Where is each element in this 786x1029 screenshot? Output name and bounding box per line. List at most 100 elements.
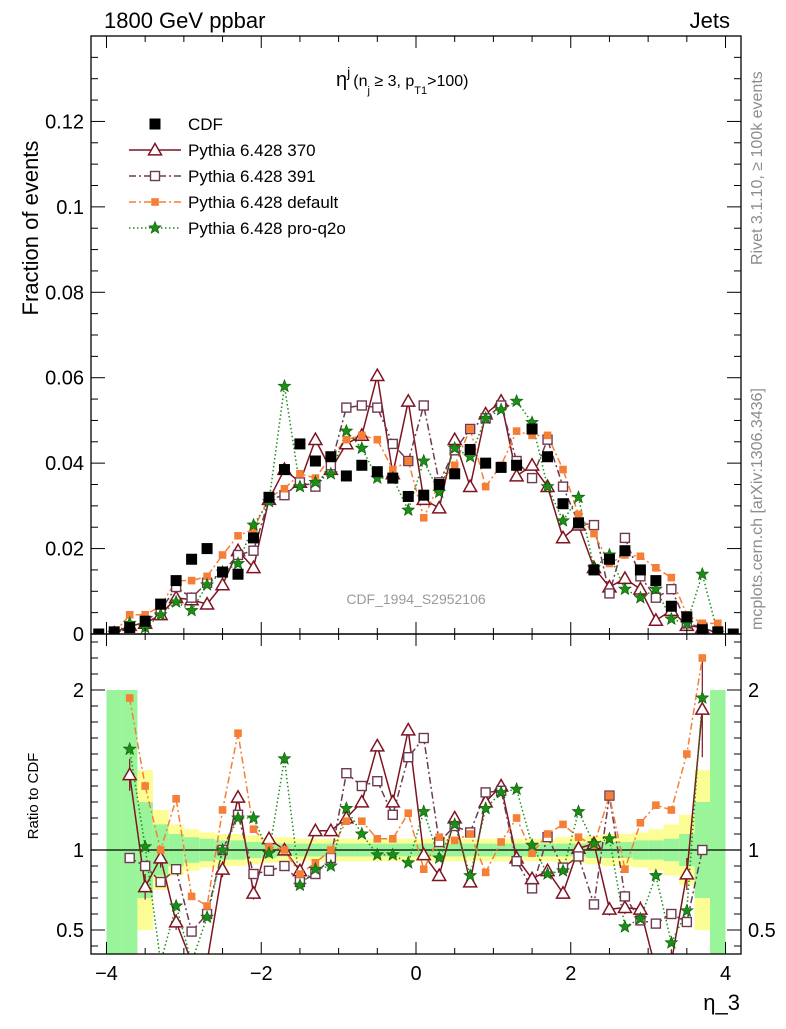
plot-title-base: η bbox=[336, 69, 347, 91]
series-point-3 bbox=[450, 461, 459, 470]
data-point bbox=[232, 568, 244, 580]
ratio-point-3 bbox=[327, 846, 335, 854]
ratio-point-4 bbox=[262, 845, 276, 860]
ratio-point-1 bbox=[307, 822, 324, 837]
series-point-1 bbox=[508, 467, 525, 482]
series-point-1 bbox=[431, 499, 448, 514]
ratio-point-1 bbox=[207, 953, 208, 954]
ratio-point-4 bbox=[215, 842, 230, 856]
ratio-point-2 bbox=[511, 856, 522, 867]
series-point-3 bbox=[218, 551, 227, 559]
ratio-line-1 bbox=[128, 709, 704, 954]
ratio-point-2 bbox=[697, 844, 708, 856]
series-point-3 bbox=[141, 610, 149, 619]
ratio-point-2 bbox=[650, 918, 662, 929]
series-point-2 bbox=[650, 592, 662, 603]
ratio-point-3 bbox=[296, 870, 304, 878]
ratio-point-2 bbox=[619, 891, 631, 902]
series-point-4 bbox=[292, 479, 307, 493]
ratio-point-4 bbox=[323, 858, 338, 872]
series-point-3 bbox=[249, 525, 258, 534]
series-point-3 bbox=[543, 431, 552, 440]
ratio-point-2 bbox=[573, 851, 584, 862]
ratio-point-3 bbox=[652, 801, 660, 809]
ratio-point-2 bbox=[666, 908, 677, 920]
series-point-3 bbox=[574, 510, 583, 519]
series-point-2 bbox=[387, 438, 398, 450]
series-point-3 bbox=[652, 563, 660, 572]
legend-label: Pythia 6.428 391 bbox=[188, 167, 316, 186]
ratio-point-2 bbox=[681, 916, 693, 928]
ratio-y-tick-label: 1 bbox=[73, 840, 84, 862]
series-point-3 bbox=[636, 552, 645, 561]
ratio-line-2 bbox=[129, 736, 704, 934]
series-point-4 bbox=[540, 479, 555, 493]
plot-title-cond-a: (n bbox=[353, 73, 367, 90]
ratio-point-3 bbox=[481, 868, 490, 877]
ratio-point-2 bbox=[418, 732, 429, 744]
ratio-point-4 bbox=[602, 831, 617, 845]
ratio-point-4 bbox=[664, 935, 679, 949]
series-point-4 bbox=[231, 556, 245, 570]
ratio-point-3 bbox=[187, 892, 196, 901]
data-point bbox=[263, 491, 275, 503]
data-point bbox=[387, 472, 399, 484]
series-point-1 bbox=[462, 478, 478, 493]
data-point bbox=[681, 611, 693, 623]
ratio-point-2 bbox=[139, 860, 151, 872]
series-point-1 bbox=[369, 367, 386, 382]
data-point bbox=[480, 457, 492, 469]
data-point bbox=[278, 464, 290, 476]
ratio-point-4 bbox=[617, 919, 632, 933]
series-point-4 bbox=[648, 581, 663, 596]
legend-marker bbox=[149, 118, 161, 130]
data-point bbox=[433, 479, 445, 490]
ratio-point-4 bbox=[154, 956, 166, 968]
ratio-point-2 bbox=[124, 852, 135, 864]
y-tick-label: 0.1 bbox=[56, 197, 84, 219]
y-tick-label: 0.02 bbox=[45, 539, 84, 561]
ratio-point-1 bbox=[649, 964, 662, 975]
ratio-line-3 bbox=[128, 657, 704, 908]
y-tick-label: 0 bbox=[73, 624, 84, 646]
ratio-point-4 bbox=[231, 810, 245, 824]
series-point-4 bbox=[200, 577, 215, 591]
series-point-3 bbox=[388, 465, 397, 474]
series-point-4 bbox=[664, 611, 679, 625]
ratio-point-3 bbox=[141, 782, 149, 790]
data-point bbox=[449, 468, 461, 480]
data-point bbox=[727, 628, 739, 634]
legend-marker bbox=[147, 141, 163, 156]
data-point bbox=[309, 455, 321, 467]
ratio-point-3 bbox=[234, 729, 242, 737]
y-tick-label: 0.06 bbox=[45, 368, 84, 390]
ratio-point-2 bbox=[155, 876, 166, 888]
data-point bbox=[464, 443, 476, 455]
ratio-point-4 bbox=[679, 903, 694, 917]
series-point-4 bbox=[509, 393, 524, 408]
ratio-point-3 bbox=[203, 902, 211, 910]
legend-marker bbox=[151, 198, 159, 206]
data-point bbox=[619, 545, 631, 557]
data-point bbox=[371, 466, 383, 478]
data-point bbox=[542, 451, 554, 463]
series-point-4 bbox=[354, 440, 369, 455]
ratio-point-4 bbox=[695, 690, 710, 704]
series-point-2 bbox=[666, 583, 677, 595]
ratio-y-tick-label-right: 2 bbox=[748, 680, 759, 702]
series-point-4 bbox=[447, 440, 462, 455]
series-point-1 bbox=[648, 612, 664, 626]
ratio-point-4 bbox=[246, 810, 261, 824]
ratio-point-1 bbox=[137, 878, 153, 893]
data-point bbox=[93, 628, 105, 634]
ratio-point-4 bbox=[339, 801, 354, 815]
legend-label: Pythia 6.428 pro-q2o bbox=[188, 219, 346, 238]
ratio-point-1 bbox=[214, 861, 231, 875]
series-point-2 bbox=[588, 519, 600, 531]
series-point-3 bbox=[713, 619, 722, 628]
ratio-point-4 bbox=[385, 847, 400, 861]
ratio-point-4 bbox=[648, 868, 663, 882]
series-line-2 bbox=[113, 404, 719, 634]
